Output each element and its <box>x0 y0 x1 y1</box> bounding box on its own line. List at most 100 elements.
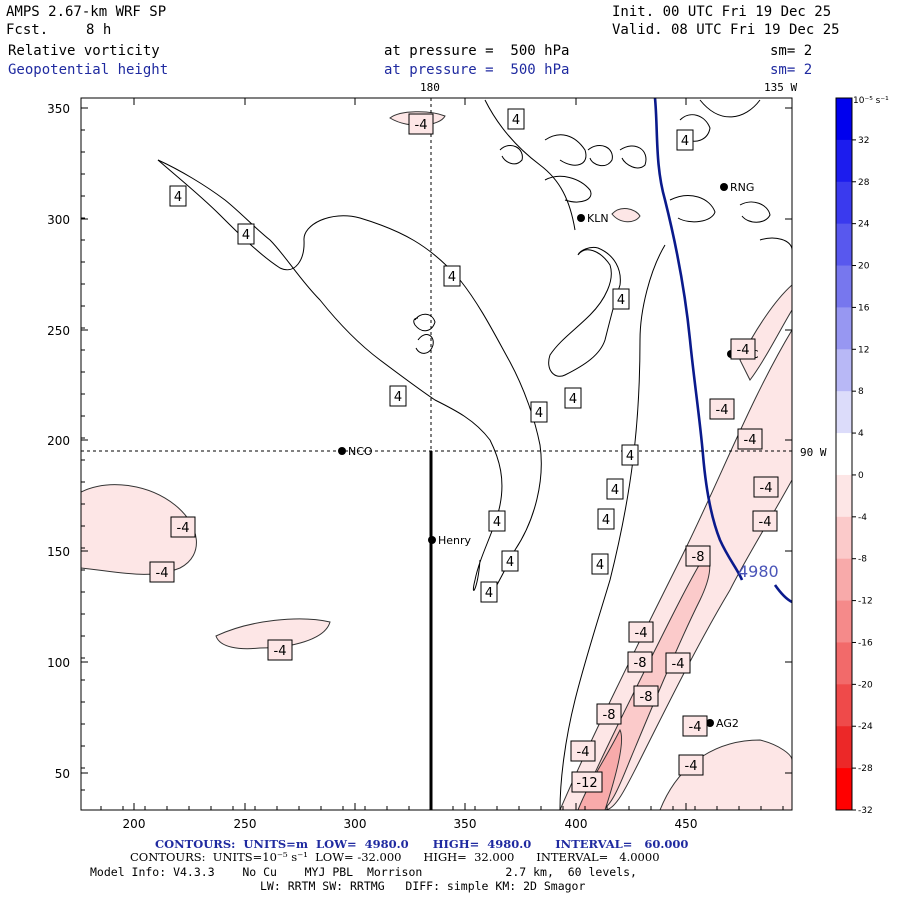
contour-ne1 <box>544 134 587 166</box>
positive-contour-label: 4 <box>443 265 461 287</box>
contour-topmid <box>484 99 576 231</box>
svg-text:-4: -4 <box>274 644 287 659</box>
station-label: Henry <box>438 534 472 547</box>
y-tick-label: 150 <box>47 545 70 559</box>
svg-text:4: 4 <box>596 558 604 573</box>
colorbar-swatch <box>836 98 852 141</box>
negative-contour-label: -8 <box>627 651 653 673</box>
station-marker <box>428 536 436 544</box>
positive-contour-label: 4 <box>488 510 506 532</box>
colorbar-frame <box>835 97 853 811</box>
positive-contour-label: 4 <box>612 288 630 310</box>
negative-contour-label: -4 <box>149 561 175 583</box>
lon-label-180: 180 <box>420 81 440 94</box>
colorbar-swatch <box>836 516 852 560</box>
colorbar-swatch <box>836 768 852 811</box>
negative-contour-label: -4 <box>682 715 708 737</box>
positive-contour-label: 4 <box>597 508 615 530</box>
y-axis: 350 300 250 200 150 100 50 <box>47 102 792 791</box>
negative-contour-label: -4 <box>170 516 196 538</box>
x-tick-label: 200 <box>123 817 146 831</box>
geopotential-4980-contour <box>653 98 744 581</box>
contour-ne2 <box>587 145 613 167</box>
y-tick-label: 200 <box>47 434 70 448</box>
lon-label-135w: 135 W <box>764 81 798 94</box>
svg-text:-4: -4 <box>635 626 648 641</box>
positive-contour-label: 4 <box>501 550 519 572</box>
positive-contour-label: 4 <box>564 387 582 409</box>
colorbar-swatch <box>836 558 852 602</box>
positive-contour-label: 4 <box>237 223 255 245</box>
contour-central-loop <box>548 247 621 377</box>
negative-contour-label: -4 <box>709 398 735 420</box>
contour-ne6 <box>739 201 771 223</box>
colorbar-tick-label: 8 <box>858 387 864 397</box>
geopotential-4980-contour-tail <box>773 584 792 604</box>
colorbar-swatch <box>836 642 852 685</box>
svg-text:-4: -4 <box>716 403 729 418</box>
contour-ne8 <box>759 237 792 251</box>
south-negative-strip <box>215 618 331 650</box>
svg-text:4: 4 <box>394 390 402 405</box>
contour-south-line <box>559 244 666 810</box>
colorbar-tick-label: 0 <box>858 471 864 481</box>
negative-contour-label: -4 <box>267 639 293 661</box>
negative-contour-label: -4 <box>628 621 654 643</box>
contour-ne3 <box>544 175 592 203</box>
svg-text:4: 4 <box>569 392 577 407</box>
svg-text:4: 4 <box>506 555 514 570</box>
field2-name: Geopotential height <box>8 62 169 78</box>
colorbar: 32 28 24 20 16 12 8 4 0 -4 -8 -12 -16 -20 -24 -28 -32 <box>835 97 873 816</box>
negative-contour-label: -4 <box>752 510 778 532</box>
colorbar-swatch <box>836 265 852 308</box>
positive-contour-label: 4 <box>169 185 187 207</box>
contour-inner-arc <box>157 159 503 591</box>
contour-vortex2 <box>415 334 434 354</box>
contour-ne9 <box>499 145 523 165</box>
negative-contour-label: -4 <box>570 740 596 762</box>
svg-text:-8: -8 <box>634 656 647 671</box>
negative-contour-label: -8 <box>685 545 711 567</box>
colorbar-tick-label: 28 <box>858 178 870 188</box>
svg-text:4: 4 <box>681 134 689 149</box>
colorbar-tick-label: 20 <box>858 262 870 272</box>
positive-contour-label: 4 <box>480 581 498 603</box>
geopotential-label: 4980 <box>738 562 779 581</box>
colorbar-tick-label: 24 <box>858 220 870 230</box>
colorbar-swatch <box>836 391 852 434</box>
x-tick-label: 450 <box>675 817 698 831</box>
colorbar-tick-label: 16 <box>858 303 870 313</box>
colorbar-tick-label: -24 <box>858 722 873 732</box>
svg-text:-4: -4 <box>760 481 773 496</box>
svg-text:4: 4 <box>242 228 250 243</box>
svg-text:-8: -8 <box>692 550 705 565</box>
colorbar-tick-label: -16 <box>858 638 873 648</box>
svg-text:-4: -4 <box>759 515 772 530</box>
svg-text:4: 4 <box>448 270 456 285</box>
colorbar-tick-label: -12 <box>858 597 873 607</box>
svg-text:4: 4 <box>174 190 182 205</box>
colorbar-tick-label: -28 <box>858 764 873 774</box>
svg-text:-4: -4 <box>685 759 698 774</box>
klm-negative-blob <box>611 208 641 223</box>
positive-contour-label: 4 <box>507 108 525 130</box>
contour-ne10 <box>619 145 647 169</box>
x-tick-label: 300 <box>344 817 367 831</box>
negative-contour-label: -8 <box>596 703 622 725</box>
forecast-value: 8 h <box>86 22 112 38</box>
station-label: AG2 <box>716 717 739 730</box>
y-tick-label: 350 <box>47 102 70 116</box>
svg-text:-12: -12 <box>576 776 597 791</box>
negative-contour-label: -4 <box>737 428 763 450</box>
colorbar-tick-label: 4 <box>858 429 864 439</box>
positive-contour-label: 4 <box>606 478 624 500</box>
x-tick-label: 350 <box>454 817 477 831</box>
svg-text:-4: -4 <box>415 118 428 133</box>
y-tick-label: 50 <box>55 767 70 781</box>
colorbar-tick-label: 32 <box>858 136 869 146</box>
y-tick-label: 250 <box>47 324 70 338</box>
positive-contour-label: 4 <box>389 385 407 407</box>
svg-text:4: 4 <box>617 293 625 308</box>
station-marker <box>720 183 728 191</box>
